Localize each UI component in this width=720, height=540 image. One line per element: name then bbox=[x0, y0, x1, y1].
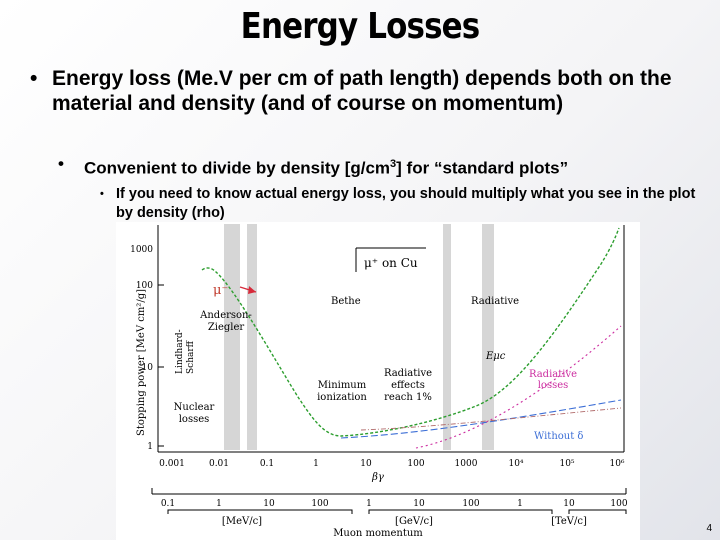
legend: μ⁺ on Cu bbox=[355, 247, 426, 272]
radiative-effects-line1: Radiative bbox=[384, 368, 432, 379]
betagamma-tick-label: 100 bbox=[407, 459, 424, 469]
without-delta-label: Without δ bbox=[534, 431, 583, 442]
mu-minus-label: μ⁻ bbox=[213, 283, 228, 298]
bullet-text: Energy loss (Me.V per cm of path length)… bbox=[52, 67, 672, 115]
stopping-power-figure: 1000 100 10 1 Stopping power [MeV cm²/g]… bbox=[116, 222, 640, 540]
nuclear-label-line2: losses bbox=[179, 414, 210, 425]
momentum-tick-label: 0.1 bbox=[161, 499, 175, 509]
lindhard-label-line2: Scharff bbox=[186, 340, 196, 374]
radiative-effects-line2: effects bbox=[391, 380, 425, 391]
radiative-losses-curve bbox=[415, 325, 622, 449]
unit-label-mev: [MeV/c] bbox=[222, 516, 262, 527]
anderson-label-line2: Ziegler bbox=[208, 322, 245, 333]
y-tick-label: 1000 bbox=[130, 245, 153, 255]
slide-title: Energy Losses bbox=[240, 6, 481, 47]
page-number: 4 bbox=[706, 523, 712, 534]
legend-label: μ⁺ on Cu bbox=[364, 256, 418, 270]
betagamma-label: βγ bbox=[371, 472, 384, 483]
bullet-text: Convenient to divide by density [g/cm3] … bbox=[58, 153, 708, 180]
bullet-multiply: • If you need to know actual energy loss… bbox=[100, 185, 710, 223]
momentum-tick-label: 10 bbox=[563, 499, 575, 509]
betagamma-tick-label: 0.1 bbox=[260, 459, 274, 469]
without-delta-curve bbox=[340, 399, 622, 439]
minimum-label-line2: ionization bbox=[317, 392, 367, 403]
radiative-losses-label-line2: losses bbox=[538, 380, 569, 391]
betagamma-tick-label: 10⁵ bbox=[559, 459, 574, 469]
unit-brackets bbox=[167, 509, 627, 514]
bullet-text: If you need to know actual energy loss, … bbox=[116, 186, 696, 221]
bullet-marker: • bbox=[58, 154, 64, 173]
minimum-label-line1: Minimum bbox=[318, 380, 367, 391]
bullet-marker: • bbox=[100, 188, 104, 200]
betagamma-tick-label: 10 bbox=[360, 459, 372, 469]
y-axis-label: Stopping power [MeV cm²/g] bbox=[136, 289, 147, 436]
momentum-tick-label: 1 bbox=[366, 499, 372, 509]
region-bethe: Bethe bbox=[331, 296, 361, 307]
betagamma-tick-label: 10⁶ bbox=[609, 459, 624, 469]
betagamma-tick-label: 0.01 bbox=[209, 459, 229, 469]
radiative-losses-label-line1: Radiative bbox=[529, 369, 577, 380]
lindhard-label: Lindhard- Scharff bbox=[175, 329, 196, 374]
y-tick-label: 10 bbox=[142, 363, 154, 373]
bullet-density: • Convenient to divide by density [g/cm3… bbox=[58, 153, 708, 180]
emuc-label: Eμc bbox=[485, 351, 506, 362]
momentum-tick-label: 1 bbox=[216, 499, 222, 509]
momentum-label: Muon momentum bbox=[333, 528, 423, 539]
region-radiative: Radiative bbox=[471, 296, 519, 307]
lindhard-label-line1: Lindhard- bbox=[175, 329, 185, 374]
momentum-tick-label: 1 bbox=[517, 499, 523, 509]
bullet-energy-loss: • Energy loss (Me.V per cm of path lengt… bbox=[30, 66, 700, 116]
y-tick-label: 100 bbox=[136, 281, 153, 291]
betagamma-tick-label: 0.001 bbox=[159, 459, 185, 469]
unit-label-gev: [GeV/c] bbox=[395, 516, 433, 527]
electronic-losses-curve bbox=[360, 407, 622, 431]
band-minimum bbox=[443, 224, 451, 450]
band-lindhard bbox=[224, 224, 240, 450]
nuclear-label-line1: Nuclear bbox=[174, 402, 215, 413]
band-anderson bbox=[247, 224, 257, 450]
momentum-tick-label: 100 bbox=[462, 499, 479, 509]
betagamma-tick-label: 1 bbox=[313, 459, 319, 469]
momentum-tick-label: 10 bbox=[263, 499, 275, 509]
arrow-head bbox=[248, 286, 256, 294]
y-tick-label: 1 bbox=[147, 442, 153, 452]
bullet-text-post: ] for “standard plots” bbox=[396, 158, 569, 178]
band-radiative bbox=[482, 224, 494, 450]
figure-background bbox=[116, 222, 640, 540]
betagamma-tick-label: 1000 bbox=[455, 459, 478, 469]
momentum-tick-label: 10 bbox=[413, 499, 425, 509]
betagamma-tick-label: 10⁴ bbox=[508, 459, 523, 469]
bullet-marker: • bbox=[30, 67, 38, 90]
bullet-text-pre: Convenient to divide by density [g/cm bbox=[84, 158, 391, 178]
momentum-tick-label: 100 bbox=[610, 499, 627, 509]
radiative-effects-line3: reach 1% bbox=[384, 392, 432, 403]
anderson-label-line1: Anderson- bbox=[199, 310, 252, 321]
momentum-tick-label: 100 bbox=[311, 499, 328, 509]
unit-label-tev: [TeV/c] bbox=[551, 516, 587, 527]
total-stopping-power-curve bbox=[201, 227, 620, 437]
bullet-superscript: 3 bbox=[390, 158, 397, 170]
